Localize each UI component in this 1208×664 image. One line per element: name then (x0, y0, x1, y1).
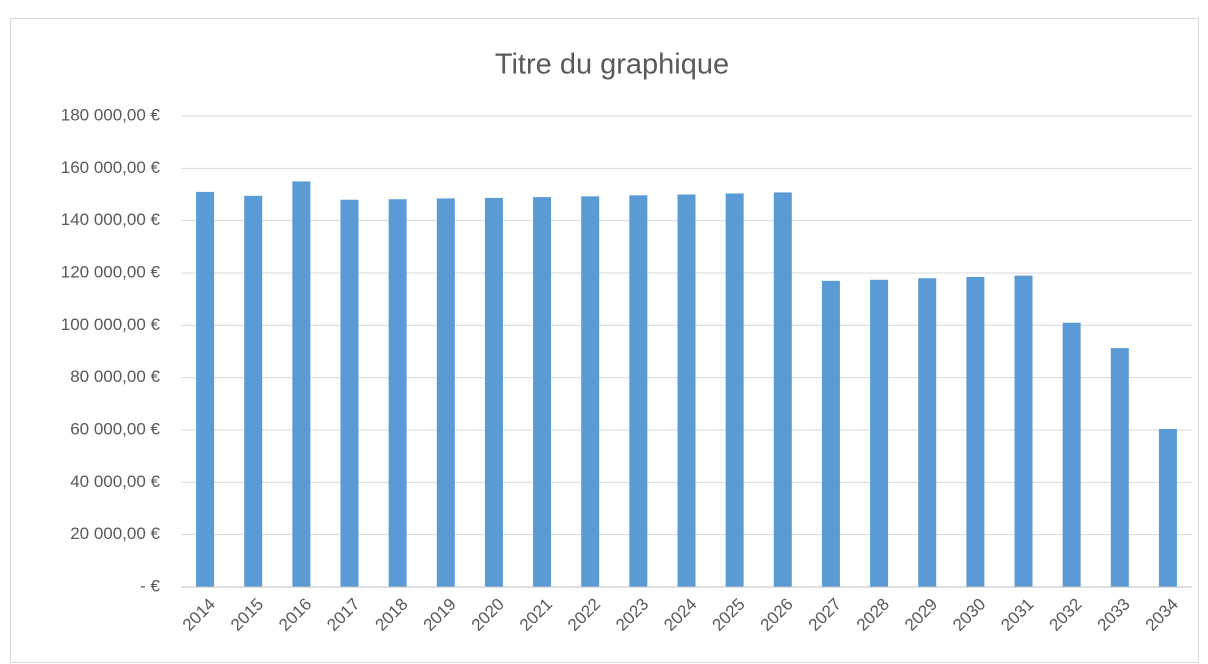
y-tick-label: 140 000,00 € (61, 210, 161, 229)
bar (1110, 348, 1129, 587)
y-tick-label: 60 000,00 € (70, 419, 160, 438)
bar (484, 197, 503, 587)
y-tick-label: 120 000,00 € (61, 262, 161, 281)
y-tick-label: 40 000,00 € (70, 472, 160, 491)
bar (1014, 275, 1033, 587)
bar (1062, 322, 1081, 587)
bar (292, 181, 311, 587)
bar (773, 192, 792, 587)
bar (870, 279, 889, 587)
bar (533, 197, 552, 587)
bar (196, 191, 215, 587)
bar (340, 199, 359, 587)
bar (677, 194, 696, 587)
y-tick-label: 180 000,00 € (61, 105, 161, 124)
y-tick-label: 20 000,00 € (70, 524, 160, 543)
bar (1158, 428, 1177, 587)
y-tick-label: 100 000,00 € (61, 315, 161, 334)
bar (725, 193, 744, 587)
bar (388, 199, 407, 587)
bar (918, 278, 937, 587)
bar (629, 195, 648, 587)
chart-title: Titre du graphique (495, 49, 729, 81)
y-tick-label: 80 000,00 € (70, 367, 160, 386)
y-tick-label: - € (140, 576, 160, 595)
bar (436, 198, 455, 588)
bar (966, 276, 985, 587)
bar (581, 196, 600, 587)
bar (821, 280, 840, 587)
y-tick-label: 160 000,00 € (61, 158, 161, 177)
bar (244, 195, 263, 587)
